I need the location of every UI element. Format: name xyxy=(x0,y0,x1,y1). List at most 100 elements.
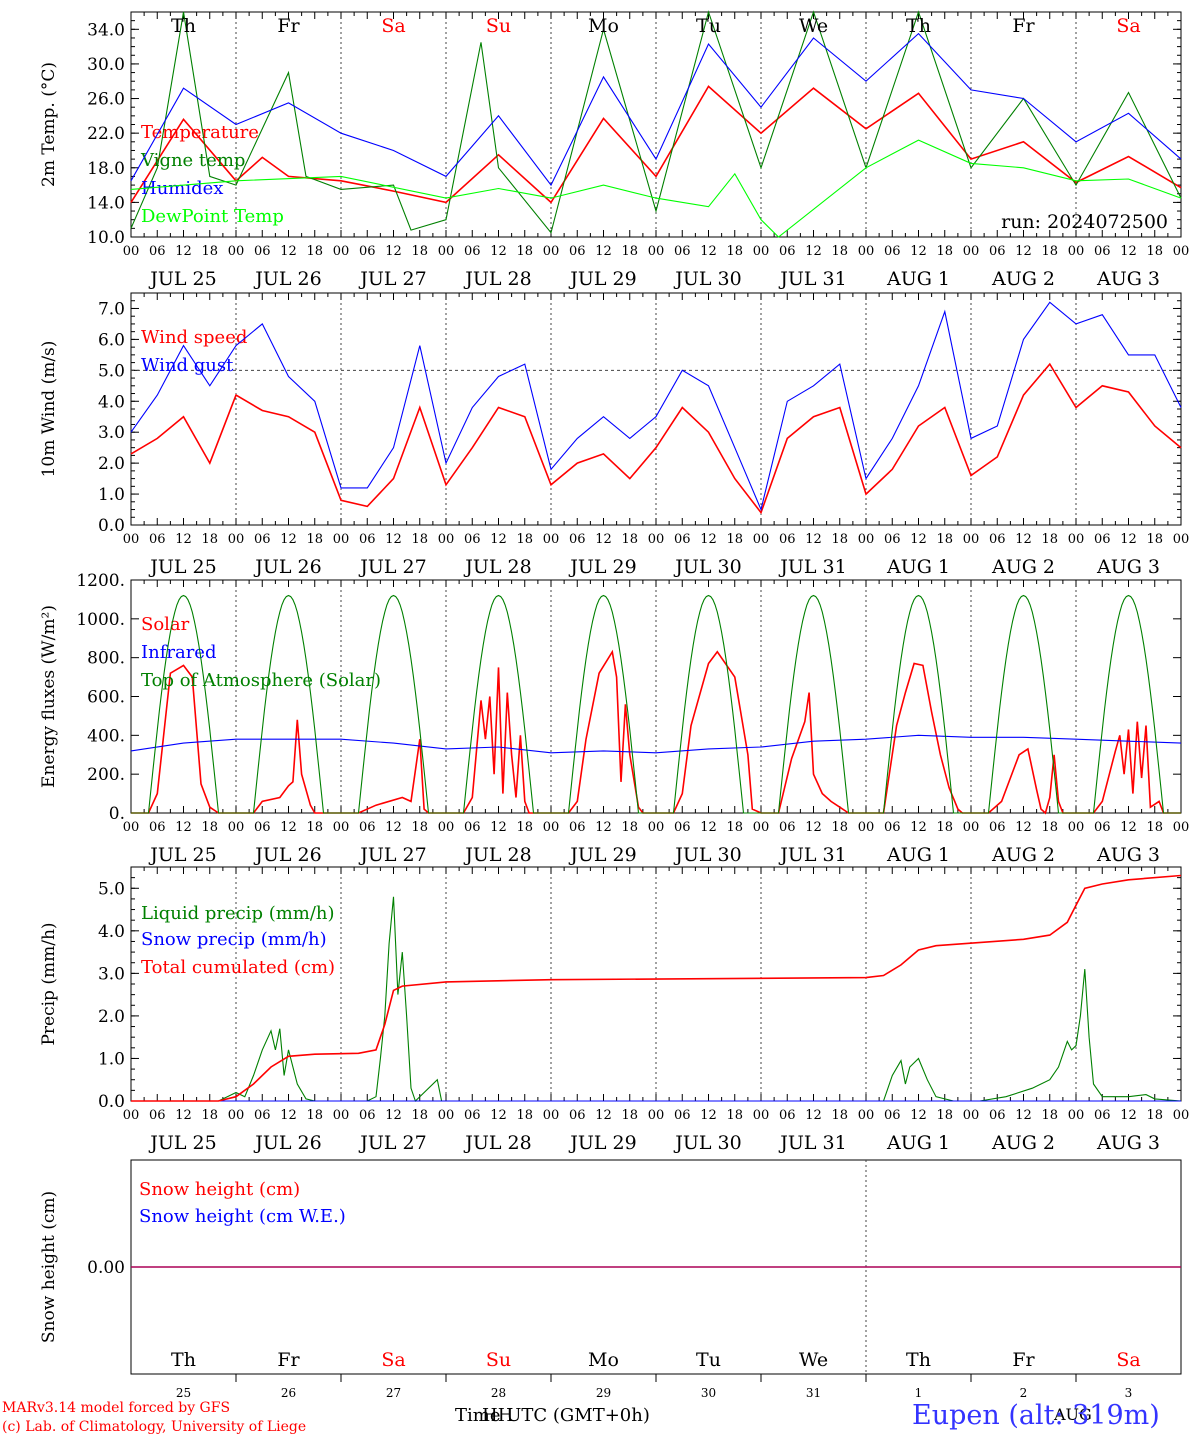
hour-label: 00 xyxy=(648,820,665,835)
weekday-label: Tu xyxy=(696,1349,721,1371)
date-label: JUL 31 xyxy=(778,268,846,290)
date-label: AUG 2 xyxy=(991,268,1055,290)
hour-label: 18 xyxy=(411,820,428,835)
y-tick-label: 5.0 xyxy=(98,879,125,899)
y-tick-label: 34.0 xyxy=(87,20,125,40)
hour-label: 12 xyxy=(175,1108,192,1123)
hour-label: 12 xyxy=(490,532,507,547)
hour-label: 06 xyxy=(359,820,376,835)
legend-entry: Solar xyxy=(141,614,190,635)
y-axis-title: Energy fluxes (W/m²) xyxy=(39,605,59,788)
date-label: JUL 31 xyxy=(778,556,846,578)
hour-label: 18 xyxy=(831,820,848,835)
hour-label: 18 xyxy=(516,532,533,547)
hour-label: 00 xyxy=(228,1108,245,1123)
hour-label: 12 xyxy=(595,244,612,259)
hour-label: 18 xyxy=(201,244,218,259)
hour-label: 12 xyxy=(490,1108,507,1123)
hour-label: 06 xyxy=(779,820,796,835)
date-label: AUG 2 xyxy=(991,1132,1055,1154)
y-tick-label: 7.0 xyxy=(98,299,125,319)
day-number-label: 26 xyxy=(281,1386,296,1400)
hour-label: 00 xyxy=(1173,532,1190,547)
weekday-label: Sa xyxy=(381,15,405,37)
hour-label: 18 xyxy=(411,1108,428,1123)
hour-label: 18 xyxy=(1041,532,1058,547)
hour-label: 06 xyxy=(569,244,586,259)
date-label: JUL 27 xyxy=(358,1132,426,1154)
hour-label: 18 xyxy=(621,820,638,835)
weekday-label: Fr xyxy=(1012,1349,1035,1371)
hour-label: 18 xyxy=(936,532,953,547)
date-label: JUL 25 xyxy=(148,268,216,290)
date-label: JUL 31 xyxy=(778,1132,846,1154)
date-label: JUL 28 xyxy=(463,556,531,578)
y-tick-label: 800. xyxy=(87,649,125,669)
date-label: JUL 25 xyxy=(148,844,216,866)
hour-label: 06 xyxy=(884,532,901,547)
hour-label: 06 xyxy=(1094,820,1111,835)
y-tick-label: 4.0 xyxy=(98,922,125,942)
hour-label: 18 xyxy=(516,820,533,835)
hour-label: 12 xyxy=(700,820,717,835)
date-label: JUL 31 xyxy=(778,844,846,866)
y-tick-label: 0.0 xyxy=(98,516,125,536)
weekday-label: Fr xyxy=(277,1349,300,1371)
hour-label: 06 xyxy=(464,1108,481,1123)
hour-label: 18 xyxy=(1041,1108,1058,1123)
hour-label: 00 xyxy=(123,244,140,259)
hour-label: 00 xyxy=(543,820,560,835)
hour-label: 06 xyxy=(569,532,586,547)
hour-label: 06 xyxy=(149,1108,166,1123)
date-label: JUL 29 xyxy=(568,556,636,578)
hour-label: 06 xyxy=(254,244,271,259)
time-axis-title: Time UTC (GMT+0h) xyxy=(455,1405,650,1426)
day-number-label: 28 xyxy=(491,1386,506,1400)
panel-4: 0.0 1.0 2.0 3.0 4.0 5.0 Precip (mm/h) Liquid pr… xyxy=(39,866,1189,1154)
hour-label: 18 xyxy=(726,532,743,547)
hour-label: 00 xyxy=(123,820,140,835)
hour-label: 00 xyxy=(648,532,665,547)
hour-label: 00 xyxy=(333,244,350,259)
date-label: AUG 1 xyxy=(886,268,950,290)
hour-label: 06 xyxy=(464,820,481,835)
weekday-label: Th xyxy=(171,1349,196,1371)
date-label: JUL 28 xyxy=(463,844,531,866)
hour-label: 18 xyxy=(201,820,218,835)
y-tick-label: 1.0 xyxy=(98,1049,125,1069)
weekday-label: Th xyxy=(906,15,931,37)
weekday-label: Mo xyxy=(588,1349,619,1371)
hour-label: 12 xyxy=(1120,532,1137,547)
hour-label: 12 xyxy=(280,1108,297,1123)
date-label: JUL 30 xyxy=(673,556,741,578)
date-label: JUL 30 xyxy=(673,1132,741,1154)
y-tick-label: 0. xyxy=(109,804,125,824)
hour-label: 12 xyxy=(1120,244,1137,259)
hour-label: 00 xyxy=(438,1108,455,1123)
series-line xyxy=(130,362,1182,515)
date-label: JUL 26 xyxy=(253,844,321,866)
hour-label: 18 xyxy=(411,244,428,259)
hour-label: 12 xyxy=(805,1108,822,1123)
y-tick-label: 26.0 xyxy=(87,90,125,110)
weekday-label: Sa xyxy=(381,1349,405,1371)
weekday-label: Fr xyxy=(1012,15,1035,37)
time-axis-overlay: HH xyxy=(482,1405,514,1426)
hour-label: 12 xyxy=(280,532,297,547)
hour-label: 00 xyxy=(753,1108,770,1123)
hour-label: 12 xyxy=(595,532,612,547)
date-label: JUL 27 xyxy=(358,556,426,578)
y-tick-label: 400. xyxy=(87,726,125,746)
hour-label: 00 xyxy=(858,244,875,259)
weekday-label: We xyxy=(799,1349,828,1371)
date-label: JUL 29 xyxy=(568,1132,636,1154)
y-tick-label: 0.0 xyxy=(98,1092,125,1112)
hour-label: 06 xyxy=(359,244,376,259)
y-axis-title: Precip (mm/h) xyxy=(39,922,59,1045)
hour-label: 12 xyxy=(910,532,927,547)
y-tick-label: 3.0 xyxy=(98,423,125,443)
date-label: AUG 2 xyxy=(991,844,1055,866)
y-axis-title: Snow height (cm) xyxy=(39,1191,59,1343)
weekday-label: Th xyxy=(906,1349,931,1371)
